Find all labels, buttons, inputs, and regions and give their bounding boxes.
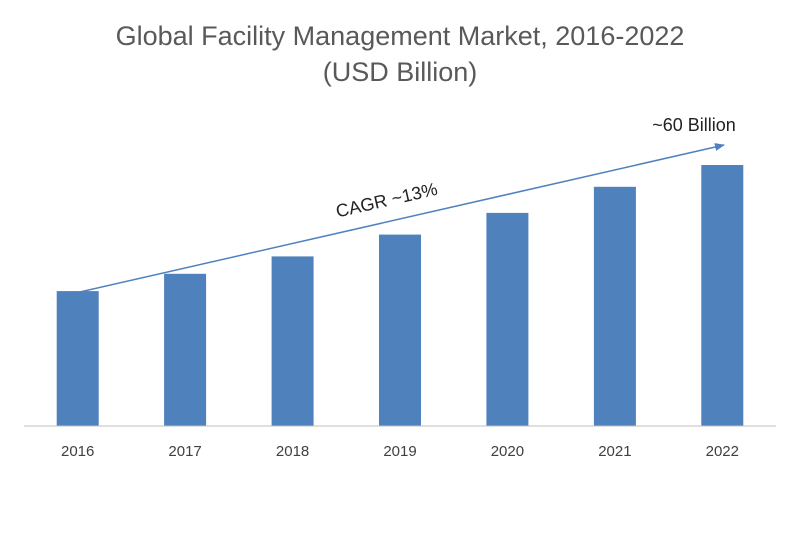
x-tick-labels: 2016 2017 2018 2019 2020 2021 2022 [61,443,739,460]
x-tick-label-2017: 2017 [168,443,201,460]
bar-2020 [486,212,529,426]
bar-2017 [164,273,207,427]
chart-subtitle: (USD Billion) [322,57,478,87]
end-value-label: ~60 Billion [652,115,736,135]
x-tick-label-2020: 2020 [491,443,524,460]
cagr-trend-arrow [57,143,725,298]
x-tick-label-2016: 2016 [61,443,94,460]
bar-2021 [593,186,636,426]
x-tick-label-2019: 2019 [383,443,416,460]
bar-2018 [271,256,314,426]
cagr-label: CAGR ~13% [334,179,439,222]
bar-2016 [56,291,99,426]
chart-title: Global Facility Management Market, 2016-… [115,21,685,51]
bar-series [56,165,744,427]
bar-2019 [379,234,421,426]
x-tick-label-2018: 2018 [276,443,309,460]
x-tick-label-2022: 2022 [706,443,739,460]
chart-title-block: Global Facility Management Market, 2016-… [0,18,800,90]
x-tick-label-2021: 2021 [598,443,631,460]
bar-2022 [701,165,744,426]
